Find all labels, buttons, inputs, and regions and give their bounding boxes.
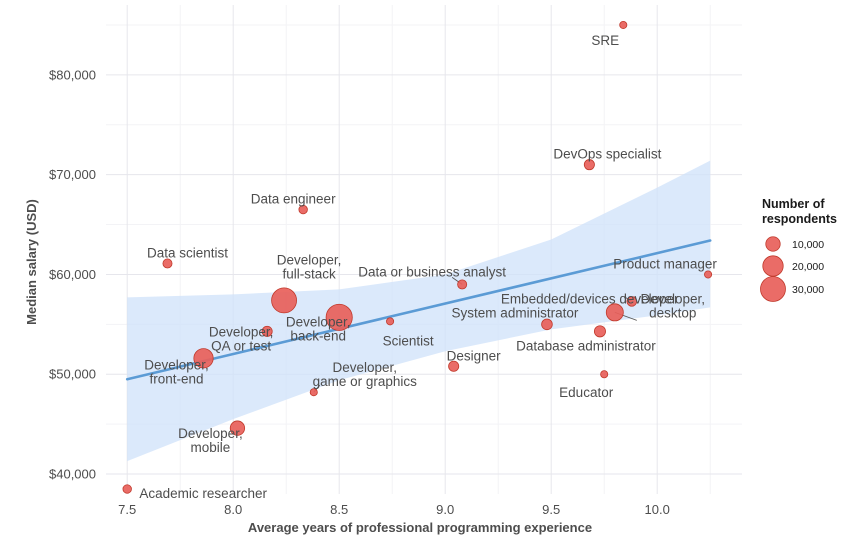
point-developer-desktop [605,303,624,322]
x-tick-label: 9.5 [542,502,560,517]
point-developer-game-or-graphics [309,388,318,397]
point-label-line: Developer, [178,426,243,441]
point-label-line: SRE [591,33,619,48]
y-tick-label: $70,000 [49,167,96,182]
point-label-system-administrator: System administrator [452,305,579,320]
legend-key-circle [760,276,786,302]
x-axis-title: Average years of professional programmin… [248,520,592,535]
point-label-product-manager: Product manager [613,256,717,271]
point-label-data-or-business-analyst: Data or business analyst [358,264,506,279]
point-label-devops-specialist: DevOps specialist [553,147,661,162]
point-label-layer: SRE DevOps specialist Data engineer Data sc… [139,33,717,501]
point-label-line: Developer, [277,252,342,267]
point-label-line: Developer, [209,324,274,339]
legend-key-circle [762,255,784,277]
point-label-line: Academic researcher [139,486,267,501]
point-label-data-scientist: Data scientist [147,245,228,260]
point-label-scientist: Scientist [383,333,434,348]
y-axis-title: Median salary (USD) [24,199,39,325]
point-label-line: front-end [149,371,203,386]
point-label-line: Data scientist [147,245,228,260]
point-label-line: Data engineer [251,192,336,207]
size-legend: Number of respondents 10,000 20,000 30,000 [760,197,837,302]
point-label-data-engineer: Data engineer [251,192,336,207]
point-developer-back-end [325,303,353,331]
point-sre [619,20,628,29]
point-label-line: Developer, [144,357,209,372]
point-database-administrator [593,325,606,338]
point-label-line: Educator [559,385,614,400]
point-label-developer-desktop: Developer, desktop [641,291,706,320]
point-educator [600,370,609,379]
y-tick-label: $60,000 [49,267,96,282]
point-product-manager [704,270,713,279]
point-label-database-administrator: Database administrator [516,338,656,353]
y-tick-label: $40,000 [49,467,96,482]
point-label-developer-back-end: Developer, back-end [286,314,351,343]
point-label-line: Product manager [613,256,717,271]
x-tick-label: 9.0 [436,502,454,517]
point-label-educator: Educator [559,385,614,400]
point-system-administrator [541,318,553,331]
point-label-line: desktop [649,305,696,320]
legend-key-label: 30,000 [792,284,824,296]
point-label-line: QA or test [211,338,271,353]
point-devops-specialist [583,159,595,171]
point-label-line: Developer, [641,291,706,306]
point-label-line: Data or business analyst [358,264,506,279]
x-tick-label: 7.5 [118,502,136,517]
trend-line-layer [125,239,712,381]
point-label-line: back-end [290,328,346,343]
point-academic-researcher [122,484,132,494]
point-scientist [386,317,395,326]
point-label-developer-qa-or-test: Developer, QA or test [209,324,274,353]
point-label-line: mobile [191,440,231,455]
point-label-academic-researcher: Academic researcher [139,486,267,501]
point-designer [448,360,460,372]
point-label-line: Embedded/devices developer [501,291,679,306]
point-developer-mobile [229,420,246,436]
point-label-line: game or graphics [313,374,418,389]
legend-key-label: 10,000 [792,239,824,251]
legend-title: Number of respondents [762,197,837,226]
point-data-engineer [298,204,308,215]
x-tick-label: 8.0 [224,502,242,517]
point-embedded-devices-developer [626,296,638,307]
x-tick-label: 8.5 [330,502,348,517]
point-layer [122,20,713,494]
point-label-line: Designer [447,348,502,363]
y-tick-label: $50,000 [49,367,96,382]
legend-title-line: respondents [762,212,837,226]
point-developer-qa-or-test [261,325,273,337]
point-label-designer: Designer [447,348,502,363]
axis-layer: Average years of professional programmin… [24,67,670,535]
point-label-line: System administrator [452,305,579,320]
y-tick-label: $80,000 [49,67,96,82]
point-data-or-business-analyst [457,279,468,290]
point-label-line: DevOps specialist [553,147,661,162]
legend-title-line: Number of [762,197,825,211]
point-label-sre: SRE [591,33,619,48]
point-label-line: Developer, [286,314,351,329]
point-label-developer-game-or-graphics: Developer, game or graphics [313,360,418,389]
point-label-line: Scientist [383,333,434,348]
x-tick-label: 10.0 [645,502,670,517]
point-data-scientist [162,258,173,269]
point-developer-full-stack [271,287,297,314]
point-developer-front-end [193,348,214,369]
point-label-developer-full-stack: Developer, full-stack [277,252,342,281]
trend-line [125,239,712,381]
point-label-line: Developer, [332,360,397,375]
legend-key-circle [765,236,781,252]
point-label-line: full-stack [282,266,336,281]
point-label-line: Database administrator [516,338,656,353]
legend-key-label: 20,000 [792,261,824,273]
point-label-embedded-devices-developer: Embedded/devices developer [501,291,679,306]
point-label-developer-mobile: Developer, mobile [178,426,243,455]
point-label-developer-front-end: Developer, front-end [144,357,209,386]
